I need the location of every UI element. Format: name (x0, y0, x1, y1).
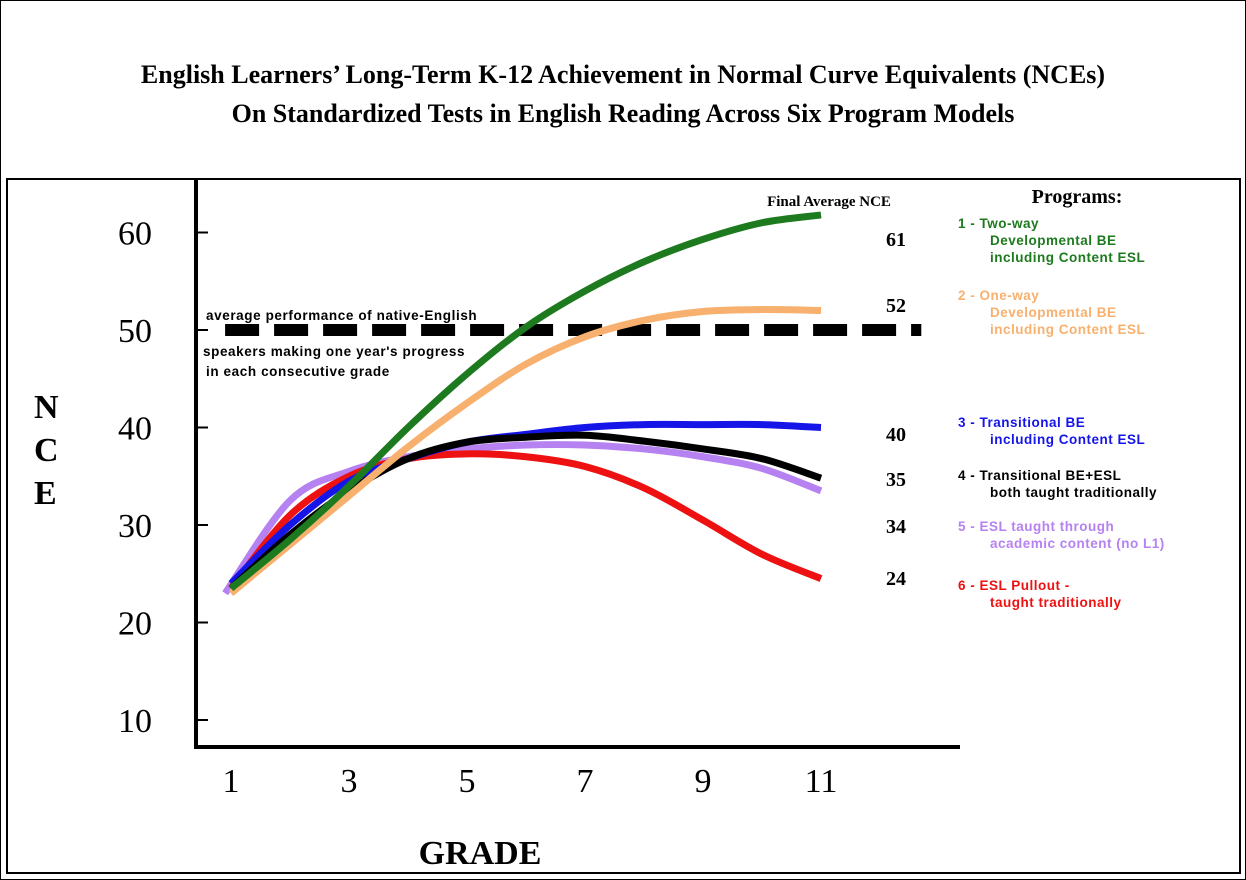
x-tick-label: 11 (805, 763, 838, 800)
final-nce-label: 34 (886, 516, 906, 538)
y-axis-title-letter: E (34, 475, 57, 512)
chart-title-line2: On Standardized Tests in English Reading… (231, 99, 1015, 128)
x-tick-label: 1 (223, 763, 240, 800)
legend-entry-6: taught traditionally (990, 595, 1122, 610)
legend-title: Programs: (1032, 186, 1123, 208)
legend-entry-1: Developmental BE (990, 233, 1117, 248)
legend-entry-4: 4 - Transitional BE+ESL (958, 468, 1121, 483)
y-tick-label: 10 (118, 703, 152, 740)
legend-entry-3: 3 - Transitional BE (958, 415, 1085, 430)
legend-entry-5: 5 - ESL taught through (958, 519, 1114, 534)
y-tick-label: 40 (118, 411, 152, 448)
x-tick-label: 9 (695, 763, 712, 800)
legend-entry-1: 1 - Two-way (958, 216, 1039, 231)
series-line-5 (222, 441, 823, 596)
final-nce-label: 35 (886, 469, 906, 491)
legend-entry-2: Developmental BE (990, 305, 1117, 320)
final-nce-label: 52 (886, 295, 906, 317)
reference-label: in each consecutive grade (206, 364, 390, 379)
x-axis-title: GRADE (419, 835, 542, 872)
x-tick-label: 7 (577, 763, 594, 800)
final-nce-label: 61 (886, 229, 906, 251)
series-line-1 (228, 211, 822, 592)
series-line-6 (228, 450, 823, 591)
final-nce-label: 24 (886, 568, 906, 590)
legend-entry-3: including Content ESL (990, 432, 1145, 447)
legend-entry-2: including Content ESL (990, 322, 1145, 337)
x-tick-label: 5 (459, 763, 476, 800)
chart-panel (6, 178, 1241, 874)
reference-label: speakers making one year's progress (203, 344, 465, 359)
y-axis-title-letter: N (34, 389, 59, 426)
legend-entry-5: academic content (no L1) (990, 536, 1165, 551)
legend-entry-2: 2 - One-way (958, 288, 1039, 303)
final-nce-label: 40 (886, 424, 906, 446)
legend-entry-4: both taught traditionally (990, 485, 1157, 500)
legend-entry-1: including Content ESL (990, 250, 1145, 265)
legend-entry-6: 6 - ESL Pullout - (958, 578, 1070, 593)
y-tick-label: 50 (118, 313, 152, 350)
x-tick-label: 3 (341, 763, 358, 800)
series-line-2 (228, 306, 822, 596)
y-tick-label: 60 (118, 216, 152, 253)
y-tick-label: 20 (118, 606, 152, 643)
chart-title-line1: English Learners’ Long-Term K-12 Achieve… (140, 60, 1106, 89)
final-nce-header: Final Average NCE (767, 194, 891, 210)
y-tick-label: 30 (118, 508, 152, 545)
reference-label: average performance of native-English (206, 308, 477, 323)
y-axis-title-letter: C (34, 432, 59, 469)
